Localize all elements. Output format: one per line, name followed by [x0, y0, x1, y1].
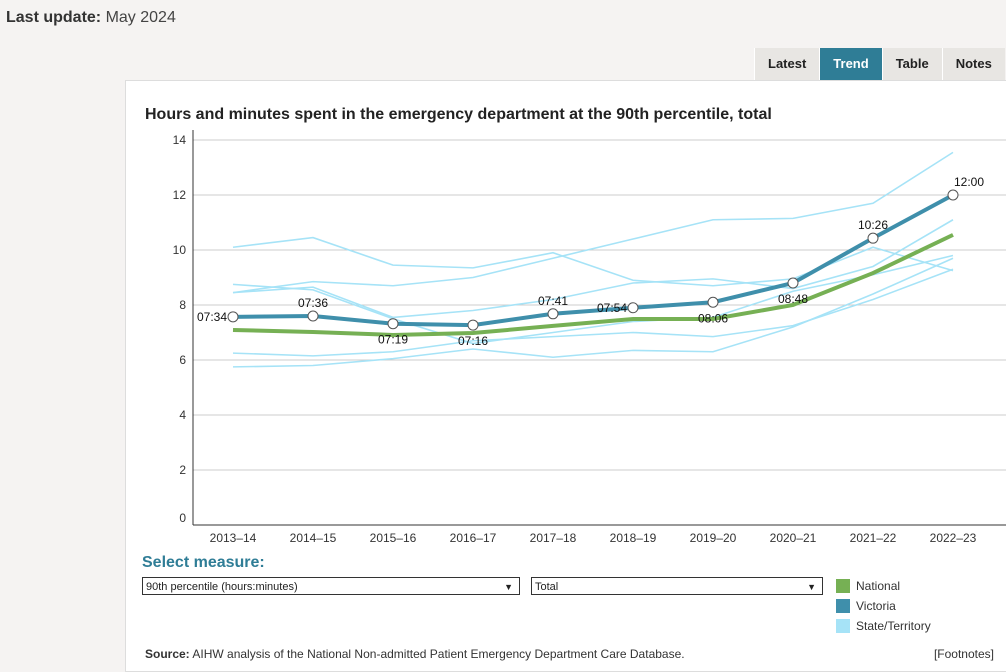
- tab-latest[interactable]: Latest: [754, 48, 820, 80]
- chart-title: Hours and minutes spent in the emergency…: [145, 106, 772, 123]
- data-point: [707, 296, 719, 308]
- y-tick-label: 8: [179, 298, 186, 312]
- legend-state-territory: State/Territory: [836, 619, 931, 633]
- series-line-victoria: [232, 193, 954, 328]
- x-tick-label: 2013–14: [210, 531, 257, 545]
- data-label: 10:26: [858, 218, 888, 232]
- tab-notes[interactable]: Notes: [941, 48, 1005, 80]
- source-note: Source: AIHW analysis of the National No…: [145, 647, 685, 661]
- source-label: Source:: [145, 647, 190, 661]
- data-label: 07:54: [597, 301, 627, 315]
- data-point: [947, 189, 959, 201]
- data-point: [787, 277, 799, 289]
- y-tick-label: 2: [179, 463, 186, 477]
- series-line-state-territory: [232, 254, 954, 345]
- data-point: [867, 232, 879, 244]
- source-text: AIHW analysis of the National Non-admitt…: [189, 647, 685, 661]
- legend-label: National: [856, 579, 901, 593]
- x-tick-label: 2020–21: [770, 531, 817, 545]
- footnotes-link[interactable]: [Footnotes]: [933, 647, 994, 661]
- measure-select[interactable]: 90th percentile (hours:minutes) ▼: [142, 577, 520, 595]
- legend-label: State/Territory: [856, 619, 931, 633]
- x-tick-label: 2022–23: [930, 531, 977, 545]
- data-label: 07:16: [458, 334, 488, 348]
- y-tick-label: 14: [173, 133, 187, 147]
- chart-panel: [125, 80, 1006, 672]
- breakdown-select[interactable]: Total ▼: [531, 577, 823, 595]
- last-update-label: Last update:: [6, 9, 102, 26]
- y-tick-label: 6: [179, 353, 186, 367]
- chevron-down-icon: ▼: [504, 582, 513, 592]
- last-update: Last update: May 2024: [6, 9, 176, 27]
- x-tick-label: 2018–19: [610, 531, 657, 545]
- legend-national: National: [836, 579, 900, 593]
- series-line-state-territory: [232, 151, 954, 294]
- data-label: 07:34: [197, 310, 227, 324]
- measure-select-value: 90th percentile (hours:minutes): [146, 581, 298, 593]
- line-chart: 0 2 4 6 8 10 12 14 2013–14 2014–15 2015–16 2016–17 2…: [173, 130, 1006, 545]
- series-line-state-territory: [232, 219, 954, 319]
- data-point: [307, 310, 319, 322]
- data-label: 07:36: [298, 296, 328, 310]
- y-tick-label: 12: [173, 188, 187, 202]
- chevron-down-icon: ▼: [807, 582, 816, 592]
- data-point: [547, 308, 559, 320]
- legend-swatch: [836, 619, 850, 633]
- x-tick-label: 2014–15: [290, 531, 337, 545]
- legend-swatch: [836, 599, 850, 613]
- series-line-state-territory: [232, 236, 954, 287]
- x-tick-label: 2016–17: [450, 531, 497, 545]
- data-label: 08:48: [778, 292, 808, 306]
- x-tick-label: 2015–16: [370, 531, 417, 545]
- data-label: 07:41: [538, 294, 568, 308]
- legend-victoria: Victoria: [836, 599, 896, 613]
- data-point: [467, 319, 479, 331]
- breakdown-select-value: Total: [535, 581, 559, 593]
- y-tick-label: 4: [179, 408, 186, 422]
- view-tabs: Latest Trend Table Notes: [754, 48, 1005, 86]
- legend-swatch: [836, 579, 850, 593]
- legend-label: Victoria: [856, 599, 896, 613]
- series-line-state-territory: [232, 257, 954, 368]
- x-tick-label: 2019–20: [690, 531, 737, 545]
- x-tick-label: 2017–18: [530, 531, 577, 545]
- x-tick-label: 2021–22: [850, 531, 897, 545]
- data-label: 12:00: [954, 175, 984, 189]
- data-point: [387, 318, 399, 330]
- data-label: 08:06: [698, 311, 728, 325]
- series-line-national: [232, 233, 954, 337]
- data-point: [627, 302, 639, 314]
- tab-table[interactable]: Table: [881, 48, 942, 80]
- y-tick-label: 0: [179, 511, 186, 525]
- data-point: [227, 311, 239, 323]
- data-label: 07:19: [378, 333, 408, 347]
- y-tick-label: 10: [173, 243, 187, 257]
- tab-trend[interactable]: Trend: [819, 48, 882, 86]
- select-measure-label: Select measure:: [142, 554, 265, 571]
- series-line-state-territory: [232, 268, 954, 357]
- last-update-value: May 2024: [105, 9, 176, 26]
